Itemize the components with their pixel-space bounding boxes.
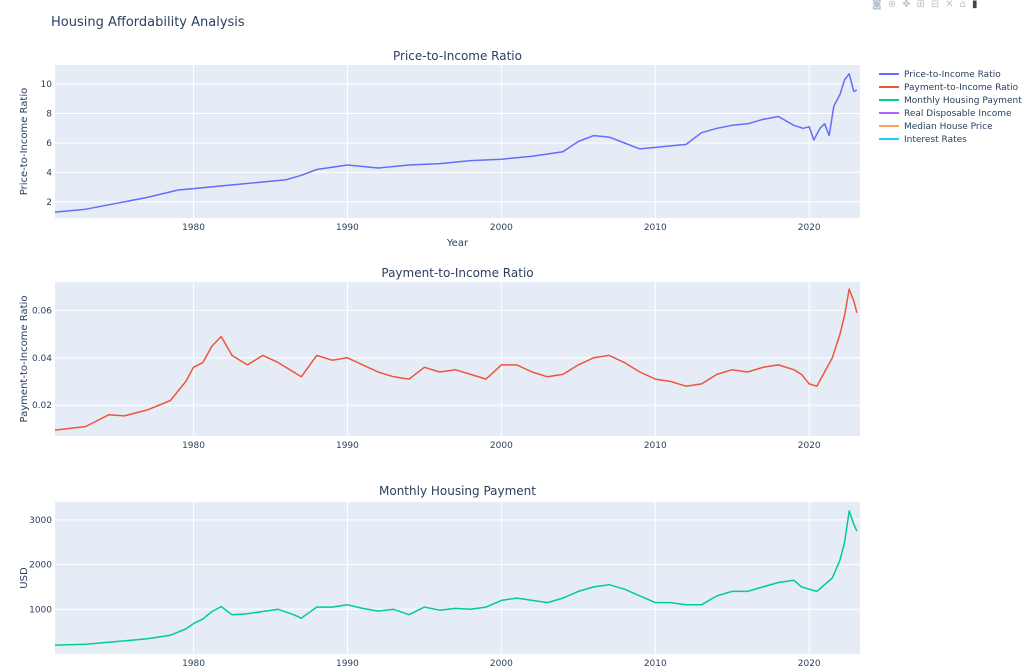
zoom-in-icon[interactable]: ⊞ <box>916 0 925 10</box>
x-tick-label: 2010 <box>644 659 667 669</box>
autoscale-icon[interactable]: ✕ <box>945 0 954 10</box>
y-tick-label: 4 <box>46 168 52 178</box>
x-tick-label: 1990 <box>336 223 359 233</box>
x-axis-title: Year <box>446 238 469 249</box>
legend-entry: Interest Rates <box>904 135 967 145</box>
plotly-logo-icon[interactable]: ▮ <box>972 0 978 10</box>
zoom-out-icon[interactable]: ⊟ <box>930 0 940 10</box>
y-tick-label: 0.06 <box>32 306 52 316</box>
x-tick-label: 1990 <box>336 441 359 451</box>
y-tick-label: 3000 <box>29 516 52 526</box>
subplot-title: Price-to-Income Ratio <box>393 49 522 63</box>
x-tick-label: 1980 <box>182 223 205 233</box>
y-tick-label: 1000 <box>29 605 52 615</box>
series-line <box>54 73 858 213</box>
x-tick-label: 2000 <box>490 659 513 669</box>
y-tick-label: 2 <box>46 198 52 208</box>
x-tick-label: 1980 <box>182 659 205 669</box>
legend-entry: Payment-to-Income Ratio <box>904 83 1019 93</box>
y-tick-label: 6 <box>46 139 52 149</box>
subplot-title: Monthly Housing Payment <box>379 484 536 498</box>
plot-area-2 <box>55 282 860 436</box>
page-title: Housing Affordability Analysis <box>51 15 245 30</box>
x-tick-label: 2000 <box>490 223 513 233</box>
zoom-icon[interactable]: ⊕ <box>887 0 897 10</box>
legend-entry: Real Disposable Income <box>904 109 1012 119</box>
series-line <box>54 510 858 646</box>
camera-icon[interactable]: ◙ <box>872 0 882 10</box>
x-tick-label: 2020 <box>798 223 821 233</box>
y-axis-title: Price-to-Income Ratio <box>19 88 30 196</box>
y-tick-label: 8 <box>46 110 52 120</box>
x-tick-label: 2020 <box>798 659 821 669</box>
x-tick-label: 2010 <box>644 223 667 233</box>
reset-axes-icon[interactable]: ⌂ <box>959 0 967 10</box>
legend-entry: Median House Price <box>904 122 993 132</box>
x-tick-label: 2020 <box>798 441 821 451</box>
x-tick-label: 1980 <box>182 441 205 451</box>
legend-entry: Monthly Housing Payment <box>904 96 1022 106</box>
plot-area-1 <box>55 65 860 218</box>
x-tick-label: 2000 <box>490 441 513 451</box>
series-line <box>54 288 858 431</box>
y-axis-title: Payment-to-Income Ratio <box>19 296 30 423</box>
x-tick-label: 1990 <box>336 659 359 669</box>
y-tick-label: 2000 <box>29 561 52 571</box>
pan-icon[interactable]: ✥ <box>902 0 911 10</box>
y-axis-title: USD <box>19 567 30 589</box>
modebar: ◙ ⊕ ✥ ⊞ ⊟ ✕ ⌂ ▮ <box>872 0 978 10</box>
y-tick-label: 10 <box>41 80 53 90</box>
y-tick-label: 0.02 <box>32 401 52 411</box>
plot-area-3 <box>55 502 860 654</box>
legend-entry: Price-to-Income Ratio <box>904 70 1001 80</box>
subplot-title: Payment-to-Income Ratio <box>381 266 533 280</box>
x-tick-label: 2010 <box>644 441 667 451</box>
y-tick-label: 0.04 <box>32 354 52 364</box>
